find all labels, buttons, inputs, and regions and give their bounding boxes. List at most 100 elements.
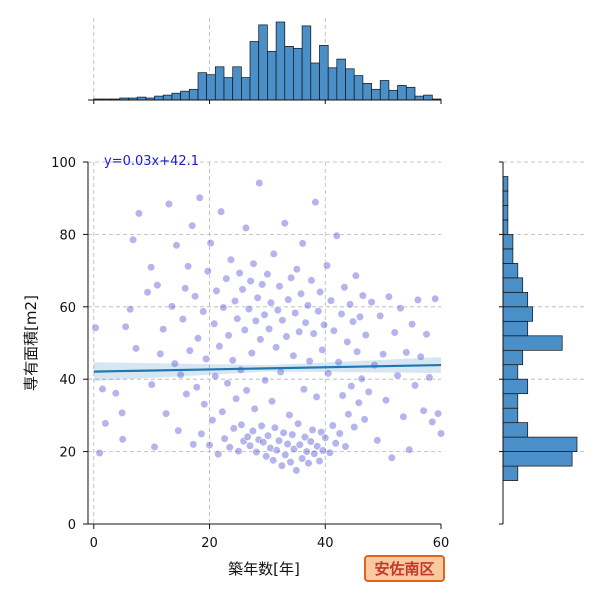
scatter-point — [147, 380, 156, 389]
scatter-point — [254, 435, 263, 444]
scatter-point — [278, 316, 287, 325]
scatter-point — [283, 439, 292, 449]
y-hist-bar — [502, 277, 524, 293]
scatter-point — [269, 249, 278, 258]
scatter-point — [301, 318, 310, 327]
scatter-point — [343, 337, 352, 347]
x-hist-bar — [371, 88, 381, 101]
x-hist-bar — [267, 50, 277, 101]
scatter-point — [143, 288, 152, 297]
x-hist-bar — [241, 77, 251, 101]
scatter-point — [310, 449, 319, 458]
scatter-point — [206, 239, 215, 248]
scatter-point — [328, 421, 337, 430]
scatter-point — [195, 193, 204, 202]
y-hist-bar — [502, 335, 563, 351]
scatter-point — [340, 283, 349, 292]
scatter-point — [250, 404, 259, 414]
scatter-point — [233, 314, 242, 323]
x-tick-label: 20 — [201, 536, 218, 551]
scatter-point — [252, 447, 261, 457]
scatter-point — [244, 304, 253, 314]
y-hist-bar — [502, 436, 578, 452]
scatter-point — [153, 281, 162, 290]
scatter-point — [162, 409, 171, 418]
scatter-point — [289, 445, 299, 454]
x-hist-bar — [319, 45, 329, 101]
y-hist-bar — [502, 422, 529, 438]
scatter-point — [318, 446, 328, 455]
scatter-point — [224, 331, 233, 340]
scatter-point — [428, 417, 437, 427]
scatter-point — [299, 385, 309, 394]
scatter-point — [341, 442, 350, 451]
scatter-point — [259, 438, 268, 447]
scatter-point — [217, 207, 226, 216]
scatter-point — [312, 392, 321, 402]
main-axes: 0 20 40 60 0 20 40 60 80 100 — [51, 156, 449, 551]
scatter-point — [220, 434, 229, 443]
scatter-points — [91, 178, 446, 475]
scatter-point — [126, 305, 135, 314]
scatter-point — [246, 277, 255, 286]
scatter-point — [267, 397, 277, 406]
y-hist-bar — [502, 320, 529, 337]
scatter-point — [314, 307, 323, 316]
y-marginal-histogram — [499, 161, 585, 525]
scatter-point — [203, 267, 212, 276]
scatter-point — [353, 347, 362, 356]
scatter-point — [275, 282, 284, 291]
scatter-point — [215, 342, 224, 351]
scatter-point — [280, 219, 289, 228]
scatter-point — [305, 357, 314, 366]
scatter-point — [408, 320, 417, 329]
scatter-point — [436, 429, 446, 438]
scatter-point — [147, 263, 156, 272]
scatter-point — [261, 376, 270, 385]
scatter-point — [255, 178, 264, 188]
scatter-point — [344, 410, 353, 419]
y-tick-label: 0 — [68, 518, 76, 533]
scatter-point — [257, 421, 266, 431]
scatter-point — [263, 431, 273, 440]
scatter-point — [176, 370, 185, 380]
scatter-point — [318, 345, 327, 355]
scatter-point — [410, 381, 420, 390]
scatter-point — [274, 436, 284, 445]
scatter-point — [91, 323, 100, 332]
scatter-point — [189, 440, 198, 449]
scatter-point — [332, 231, 341, 240]
scatter-point — [292, 265, 302, 274]
y-hist-bar — [502, 451, 573, 467]
scatter-point — [230, 296, 240, 306]
scatter-point — [256, 335, 265, 344]
scatter-point — [200, 400, 209, 409]
scatter-point — [98, 384, 107, 394]
scatter-point — [218, 407, 227, 416]
scatter-point — [249, 259, 258, 268]
scatter-point — [262, 452, 271, 461]
scatter-point — [174, 426, 183, 435]
regression-equation: y=0.03x+42.1 — [104, 154, 199, 169]
scatter-point — [358, 291, 368, 300]
scatter-point — [277, 461, 287, 470]
scatter-point — [298, 454, 307, 463]
scatter-point — [237, 420, 246, 429]
x-hist-bar — [214, 66, 225, 101]
scatter-point — [431, 294, 440, 303]
scatter-point — [164, 199, 174, 209]
y-hist-bar — [502, 176, 509, 192]
scatter-point — [402, 348, 411, 357]
scatter-point — [316, 287, 325, 297]
scatter-point — [212, 286, 221, 296]
scatter-point — [322, 261, 332, 270]
scatter-point — [331, 439, 340, 448]
regression — [93, 357, 442, 381]
scatter-point — [350, 422, 359, 432]
x-hist-bar — [284, 46, 294, 101]
scatter-point — [192, 383, 201, 392]
y-tick-label: 80 — [59, 228, 76, 243]
scatter-point — [156, 349, 165, 359]
scatter-point — [214, 450, 223, 459]
